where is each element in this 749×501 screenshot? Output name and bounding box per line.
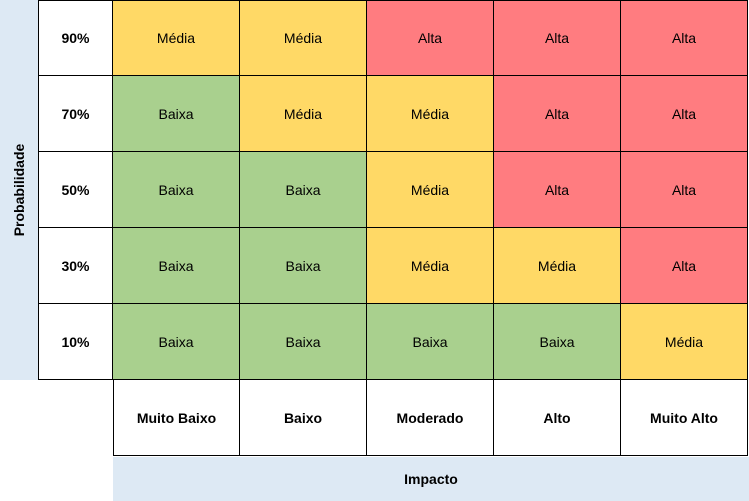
x-axis-band: Impacto — [113, 457, 749, 501]
risk-cell: Alta — [494, 152, 621, 228]
risk-cell: Alta — [367, 0, 494, 76]
risk-cell: Média — [367, 152, 494, 228]
risk-cell: Baixa — [367, 304, 494, 380]
impact-label: Muito Baixo — [113, 380, 240, 456]
risk-cell: Baixa — [240, 152, 367, 228]
risk-cell: Baixa — [494, 304, 621, 380]
risk-cell: Média — [621, 304, 748, 380]
risk-matrix: 90% Média Média Alta Alta Alta 70% Baixa Média Mé… — [38, 0, 749, 456]
impact-label: Moderado — [367, 380, 494, 456]
risk-cell: Baixa — [113, 228, 240, 304]
risk-cell: Alta — [621, 76, 748, 152]
corner-blank — [38, 380, 113, 456]
impact-label: Alto — [494, 380, 621, 456]
risk-cell: Alta — [621, 0, 748, 76]
risk-cell: Alta — [494, 0, 621, 76]
impact-label: Baixo — [240, 380, 367, 456]
risk-cell: Média — [240, 0, 367, 76]
risk-cell: Média — [494, 228, 621, 304]
risk-cell: Média — [367, 76, 494, 152]
probability-label: 90% — [38, 0, 113, 76]
probability-label: 70% — [38, 76, 113, 152]
y-axis-band: Probabilidade — [0, 0, 38, 380]
probability-label: 50% — [38, 152, 113, 228]
probability-label: 30% — [38, 228, 113, 304]
y-axis-label: Probabilidade — [11, 143, 27, 237]
risk-cell: Média — [240, 76, 367, 152]
risk-cell: Média — [113, 0, 240, 76]
risk-cell: Baixa — [113, 152, 240, 228]
risk-cell: Baixa — [240, 228, 367, 304]
x-axis-label: Impacto — [404, 471, 458, 487]
risk-cell: Média — [367, 228, 494, 304]
risk-cell: Alta — [621, 228, 748, 304]
risk-cell: Alta — [494, 76, 621, 152]
risk-cell: Baixa — [113, 304, 240, 380]
probability-label: 10% — [38, 304, 113, 380]
risk-cell: Baixa — [240, 304, 367, 380]
risk-cell: Alta — [621, 152, 748, 228]
impact-label: Muito Alto — [621, 380, 748, 456]
risk-cell: Baixa — [113, 76, 240, 152]
